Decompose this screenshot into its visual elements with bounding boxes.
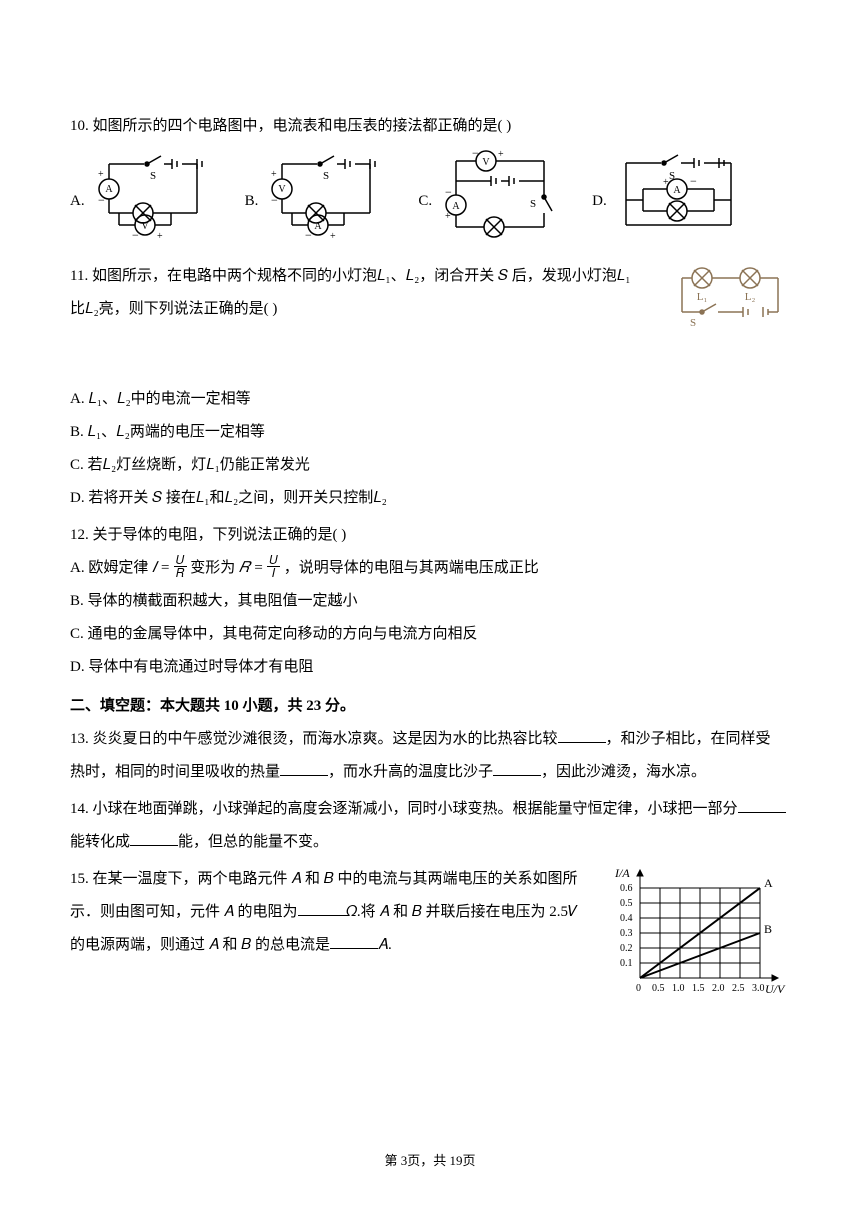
- svg-text:−: −: [472, 149, 479, 160]
- q12-option-c: C. 通电的金属导体中，其电荷定向移动的方向与电流方向相反: [70, 618, 790, 651]
- q11-stem-1: 11. 如图所示，在电路中两个规格不同的小灯泡𝐿₁、𝐿₂，闭合开关 𝑆 后，发现…: [70, 260, 660, 293]
- svg-text:−: −: [132, 228, 139, 241]
- question-15: 15. 在某一温度下，两个电路元件 𝐴 和 𝐵 中的电流与其两端电压的关系如图所…: [70, 863, 790, 1016]
- q11-option-a: A. 𝐿₁、𝐿₂中的电流一定相等: [70, 383, 790, 416]
- option-label: C.: [418, 185, 432, 218]
- q12-option-a: A. 欧姆定律 𝐼 = 𝑈𝑅 变形为 𝑅 = 𝑈𝐼 ，说明导体的电阻与其两端电压…: [70, 552, 790, 585]
- fill-blank[interactable]: [738, 798, 786, 813]
- svg-text:0.5: 0.5: [620, 898, 633, 909]
- svg-text:S: S: [669, 170, 675, 182]
- fill-blank[interactable]: [130, 831, 178, 846]
- page-footer: 第 3页，共 19页: [0, 1147, 860, 1176]
- svg-text:A: A: [105, 184, 113, 195]
- fill-blank[interactable]: [493, 761, 541, 776]
- svg-text:+: +: [663, 177, 669, 188]
- q13-line1: 13. 炎炎夏日的中午感觉沙滩很烫，而海水凉爽。这是因为水的比热容比较，和沙子相…: [70, 723, 790, 756]
- fill-blank[interactable]: [280, 761, 328, 776]
- iv-chart: I/A U/V A B 0.1 0.2 0.3 0.4 0.5 0.6 0 0.…: [610, 863, 790, 1016]
- q15-line1: 15. 在某一温度下，两个电路元件 𝐴 和 𝐵 中的电流与其两端电压的关系如图所: [70, 863, 600, 896]
- svg-text:0.3: 0.3: [620, 928, 633, 939]
- svg-text:0.5: 0.5: [652, 983, 665, 994]
- svg-text:A: A: [453, 201, 461, 212]
- svg-text:−: −: [271, 193, 278, 207]
- question-11: 11. 如图所示，在电路中两个规格不同的小灯泡𝐿₁、𝐿₂，闭合开关 𝑆 后，发现…: [70, 260, 790, 515]
- fill-blank[interactable]: [558, 728, 606, 743]
- q14-line2: 能转化成能，但总的能量不变。: [70, 826, 790, 859]
- q15-line2: 示．则由图可知，元件 𝐴 的电阻为𝛺.将 𝐴 和 𝐵 并联后接在电压为 2.5𝑉: [70, 896, 600, 929]
- q10-stem: 10. 如图所示的四个电路图中，电流表和电压表的接法都正确的是( ): [70, 110, 790, 143]
- q10-option-b: B. V A S + −: [245, 149, 391, 254]
- q13-line2: 热时，相同的时间里吸收的热量，而水升高的温度比沙子，因此沙滩烫，海水凉。: [70, 756, 790, 789]
- option-label: A.: [70, 185, 85, 218]
- circuit-diagram-icon: L₁ L₂ S: [670, 260, 790, 343]
- circuit-diagram-icon: A V S + − − +: [89, 149, 217, 254]
- svg-text:−: −: [98, 193, 105, 207]
- q12-option-d: D. 导体中有电流通过时导体才有电阻: [70, 651, 790, 684]
- question-10: 10. 如图所示的四个电路图中，电流表和电压表的接法都正确的是( ) A. A: [70, 110, 790, 254]
- svg-text:A: A: [315, 221, 323, 232]
- circuit-diagram-icon: V A S − + − +: [436, 149, 564, 254]
- q11-stem-2: 比𝐿₂亮，则下列说法正确的是( ): [70, 293, 660, 326]
- svg-text:+: +: [271, 169, 277, 180]
- q12-option-b: B. 导体的横截面积越大，其电阻值一定越小: [70, 585, 790, 618]
- svg-text:V: V: [483, 157, 491, 168]
- svg-text:S: S: [530, 198, 536, 210]
- svg-text:A: A: [673, 185, 681, 196]
- svg-text:L₂: L₂: [745, 291, 756, 303]
- fill-blank[interactable]: [298, 901, 346, 916]
- svg-text:2.0: 2.0: [712, 983, 725, 994]
- svg-text:0.4: 0.4: [620, 913, 633, 924]
- svg-text:+: +: [330, 231, 336, 241]
- q14-line1: 14. 小球在地面弹跳，小球弹起的高度会逐渐减小，同时小球变热。根据能量守恒定律…: [70, 793, 790, 826]
- svg-text:3.0: 3.0: [752, 983, 765, 994]
- svg-text:B: B: [764, 922, 772, 936]
- svg-text:−: −: [690, 174, 697, 188]
- fill-blank[interactable]: [330, 934, 378, 949]
- svg-text:S: S: [323, 170, 329, 182]
- q10-option-a: A. A V S + −: [70, 149, 217, 254]
- svg-text:2.5: 2.5: [732, 983, 745, 994]
- question-13: 13. 炎炎夏日的中午感觉沙滩很烫，而海水凉爽。这是因为水的比热容比较，和沙子相…: [70, 723, 790, 789]
- question-12: 12. 关于导体的电阻，下列说法正确的是( ) A. 欧姆定律 𝐼 = 𝑈𝑅 变…: [70, 519, 790, 684]
- svg-text:+: +: [98, 169, 104, 180]
- q11-option-c: C. 若𝐿₂灯丝烧断，灯𝐿₁仍能正常发光: [70, 449, 790, 482]
- svg-text:1.0: 1.0: [672, 983, 685, 994]
- svg-text:1.5: 1.5: [692, 983, 705, 994]
- svg-text:U/V: U/V: [765, 982, 786, 996]
- q12-stem: 12. 关于导体的电阻，下列说法正确的是( ): [70, 519, 790, 552]
- svg-text:−: −: [305, 228, 312, 241]
- svg-text:+: +: [445, 211, 451, 222]
- q11-option-b: B. 𝐿₁、𝐿₂两端的电压一定相等: [70, 416, 790, 449]
- option-label: B.: [245, 185, 259, 218]
- svg-text:+: +: [498, 149, 504, 160]
- svg-text:S: S: [690, 317, 696, 329]
- question-14: 14. 小球在地面弹跳，小球弹起的高度会逐渐减小，同时小球变热。根据能量守恒定律…: [70, 793, 790, 859]
- q10-option-d: D. A S +: [592, 149, 749, 254]
- svg-text:V: V: [141, 221, 149, 232]
- q15-line3: 的电源两端，则通过 𝐴 和 𝐵 的总电流是𝐴.: [70, 929, 600, 962]
- q10-options: A. A V S + −: [70, 149, 790, 254]
- section-2-heading: 二、填空题：本大题共 10 小题，共 23 分。: [70, 690, 790, 723]
- svg-text:0: 0: [636, 983, 641, 994]
- svg-text:V: V: [279, 184, 287, 195]
- option-label: D.: [592, 185, 607, 218]
- circuit-diagram-icon: A S + −: [611, 149, 749, 254]
- circuit-diagram-icon: V A S + − − +: [262, 149, 390, 254]
- svg-text:−: −: [445, 185, 452, 199]
- svg-text:A: A: [764, 876, 773, 890]
- svg-text:S: S: [150, 170, 156, 182]
- svg-text:+: +: [157, 231, 163, 241]
- svg-text:0.6: 0.6: [620, 883, 633, 894]
- q11-option-d: D. 若将开关 𝑆 接在𝐿₁和𝐿₂之间，则开关只控制𝐿₂: [70, 482, 790, 515]
- svg-text:L₁: L₁: [697, 291, 708, 303]
- svg-text:0.1: 0.1: [620, 958, 633, 969]
- svg-text:I/A: I/A: [614, 866, 630, 880]
- svg-text:0.2: 0.2: [620, 943, 633, 954]
- q10-option-c: C. V A S − +: [418, 149, 564, 254]
